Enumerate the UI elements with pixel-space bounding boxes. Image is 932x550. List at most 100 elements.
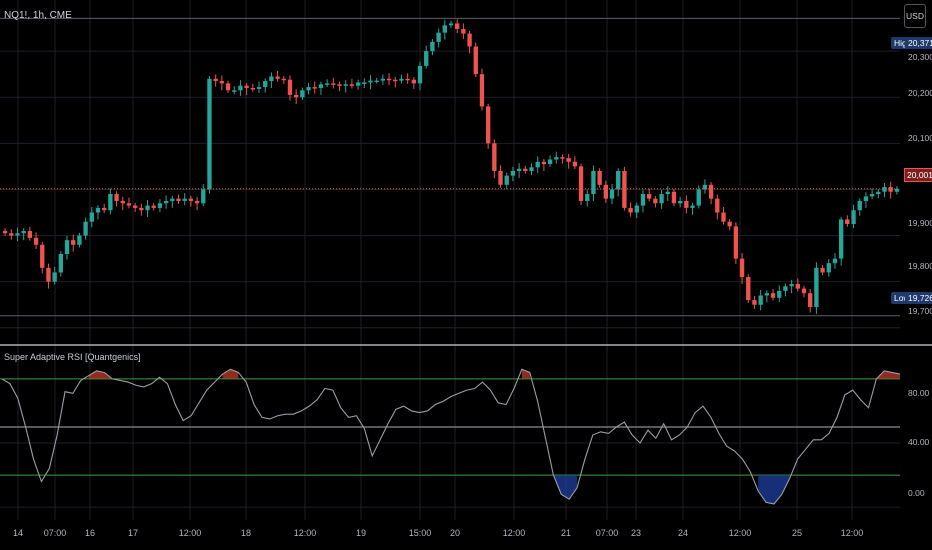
- candle-body: [708, 184, 714, 199]
- high-marker-value: 20,371.00: [905, 37, 932, 49]
- candle-body: [114, 194, 119, 201]
- time-axis-label: 12:00: [840, 528, 864, 538]
- time-axis-label: 24: [677, 528, 689, 538]
- candle-body: [535, 161, 540, 168]
- candle-body: [541, 161, 547, 165]
- candle-body: [170, 198, 175, 201]
- candle-body: [399, 78, 404, 81]
- candle-body: [684, 200, 689, 208]
- candle-body: [640, 194, 646, 206]
- candle-body: [102, 207, 107, 211]
- candle-body: [362, 82, 367, 84]
- candle-body: [845, 219, 850, 225]
- candle-body: [386, 78, 392, 81]
- candle-body: [857, 200, 862, 211]
- time-axis-label: 21: [560, 528, 572, 538]
- indicator-title[interactable]: Super Adaptive RSI [Quantgenics]: [4, 352, 141, 362]
- overbought-fill: [88, 370, 113, 379]
- time-axis-label: 25: [791, 528, 803, 538]
- candle-body: [479, 74, 485, 107]
- candle-body: [808, 293, 813, 308]
- overbought-fill: [876, 370, 900, 379]
- candle-body: [597, 171, 602, 185]
- candle-body: [139, 207, 144, 211]
- candle-body: [690, 205, 695, 208]
- candle-body: [498, 171, 503, 185]
- candle-body: [566, 158, 571, 162]
- overbought-fill: [222, 369, 239, 379]
- candle-body: [380, 78, 386, 81]
- candle-body: [485, 106, 491, 144]
- candle-body: [176, 198, 181, 201]
- candle-body: [436, 32, 441, 42]
- time-axis-label: 12:00: [178, 528, 202, 538]
- candle-body: [9, 233, 14, 236]
- candle-body: [207, 78, 212, 190]
- candle-body: [492, 143, 497, 171]
- candle-body: [764, 293, 770, 296]
- oversold-fill: [553, 475, 578, 500]
- candle-body: [820, 267, 825, 273]
- candle-body: [578, 166, 584, 201]
- candle-body: [770, 293, 776, 298]
- time-axis-label: 17: [127, 528, 139, 538]
- candle-body: [263, 81, 268, 88]
- rsi-axis-label: 40.00: [908, 437, 930, 447]
- candle-body: [225, 83, 231, 91]
- price-axis-label: 19,800.00: [908, 261, 932, 271]
- candle-body: [58, 254, 64, 273]
- candle-body: [832, 258, 838, 264]
- candle-body: [547, 159, 553, 165]
- candle-body: [83, 221, 88, 236]
- candle-body: [163, 200, 169, 204]
- candle-body: [467, 33, 472, 47]
- candle-body: [194, 200, 200, 204]
- candle-body: [585, 194, 590, 201]
- candle-body: [269, 76, 274, 82]
- candle-body: [232, 90, 237, 92]
- candle-body: [250, 88, 255, 90]
- candle-body: [430, 41, 435, 52]
- candle-body: [801, 288, 807, 294]
- candle-body: [95, 207, 101, 213]
- time-axis-label: 12:00: [293, 528, 317, 538]
- candle-body: [355, 82, 361, 86]
- candle-body: [560, 157, 565, 159]
- candle-body: [622, 171, 627, 208]
- candle-body: [826, 263, 831, 273]
- candle-body: [882, 187, 887, 192]
- candle-body: [151, 205, 156, 208]
- candle-body: [368, 80, 373, 83]
- candle-body: [758, 295, 763, 305]
- candle-body: [46, 267, 51, 282]
- candle-body: [523, 168, 528, 171]
- candle-body: [405, 78, 410, 81]
- candle-body: [603, 184, 608, 199]
- symbol-label[interactable]: NQ1!, 1h, CME: [4, 10, 72, 21]
- candle-body: [294, 94, 299, 98]
- low-marker-value: 19,726.00: [905, 292, 932, 304]
- time-axis-label: 07:00: [595, 528, 619, 538]
- candle-body: [331, 83, 336, 85]
- candle-body: [665, 191, 670, 195]
- candle-body: [306, 87, 311, 91]
- candle-body: [219, 81, 225, 84]
- candle-body: [182, 198, 187, 201]
- candle-body: [312, 87, 317, 89]
- candle-body: [876, 191, 881, 195]
- rsi-axis-label: 80.00: [908, 388, 930, 398]
- candle-body: [318, 84, 324, 88]
- price-axis-label: 20,100.00: [908, 133, 932, 143]
- time-axis-label: 19: [355, 528, 367, 538]
- candle-body: [89, 212, 94, 222]
- currency-button[interactable]: USD: [904, 4, 926, 28]
- candle-body: [64, 240, 70, 254]
- candle-body: [442, 25, 447, 33]
- candle-body: [647, 194, 652, 199]
- time-axis-label: 07:00: [43, 528, 67, 538]
- rsi-axis-label: 0.00: [908, 488, 925, 498]
- candle-body: [108, 194, 113, 211]
- candle-body: [448, 23, 454, 26]
- candle-body: [411, 79, 417, 84]
